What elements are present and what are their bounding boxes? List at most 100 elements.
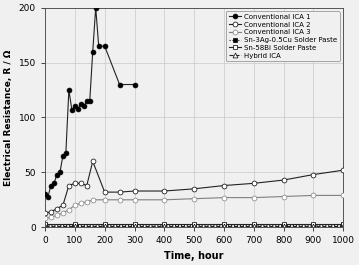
Conventional ICA 2 [103,191,107,194]
Conventional ICA 3 [162,198,167,201]
Conventional ICA 3 [222,196,226,199]
Conventional ICA 3 [49,216,53,219]
Conventional ICA 3 [103,198,107,201]
Conventional ICA 1 [90,50,95,53]
Conventional ICA 1 [70,108,74,111]
Sn-3Ag-0.5Cu Solder Paste [43,223,47,227]
Conventional ICA 2 [61,204,65,207]
Conventional ICA 1 [52,182,56,185]
Sn-3Ag-0.5Cu Solder Paste [132,223,137,227]
Conventional ICA 2 [162,189,167,193]
Conventional ICA 2 [222,184,226,187]
Sn-3Ag-0.5Cu Solder Paste [252,223,256,227]
Hybrid ICA [132,224,137,228]
Conventional ICA 2 [252,182,256,185]
Sn-58Bi Solder Paste [311,222,316,226]
Sn-3Ag-0.5Cu Solder Paste [341,223,345,227]
Conventional ICA 3 [67,208,71,211]
Conventional ICA 1 [94,6,98,9]
Conventional ICA 1 [73,105,77,108]
Conventional ICA 2 [132,189,137,193]
Sn-58Bi Solder Paste [103,222,107,226]
Sn-58Bi Solder Paste [132,222,137,226]
Conventional ICA 2 [281,178,286,182]
Line: Hybrid ICA: Hybrid ICA [43,224,346,229]
Conventional ICA 1 [79,103,83,106]
Sn-58Bi Solder Paste [341,222,345,226]
Sn-58Bi Solder Paste [252,222,256,226]
Hybrid ICA [162,224,167,228]
Conventional ICA 3 [73,204,77,207]
Conventional ICA 1 [76,107,80,110]
Sn-58Bi Solder Paste [222,222,226,226]
Conventional ICA 2 [73,182,77,185]
Sn-3Ag-0.5Cu Solder Paste [162,223,167,227]
Conventional ICA 3 [341,194,345,197]
Hybrid ICA [281,224,286,228]
Hybrid ICA [103,224,107,228]
Conventional ICA 1 [97,45,101,48]
Conventional ICA 3 [281,195,286,198]
Conventional ICA 1 [49,184,53,187]
Conventional ICA 2 [49,210,53,214]
Hybrid ICA [222,224,226,228]
Conventional ICA 3 [311,194,316,197]
Line: Conventional ICA 2: Conventional ICA 2 [43,159,346,215]
Conventional ICA 1 [61,154,65,157]
Hybrid ICA [73,224,77,228]
Conventional ICA 3 [90,198,95,201]
Hybrid ICA [192,224,196,228]
Sn-3Ag-0.5Cu Solder Paste [192,223,196,227]
Conventional ICA 3 [117,198,122,201]
Y-axis label: Electrical Resistance, R / Ω: Electrical Resistance, R / Ω [4,49,13,186]
Conventional ICA 2 [67,184,71,187]
Conventional ICA 2 [85,184,89,187]
Sn-58Bi Solder Paste [192,222,196,226]
Conventional ICA 3 [85,200,89,204]
Line: Sn-58Bi Solder Paste: Sn-58Bi Solder Paste [43,222,346,226]
Hybrid ICA [311,224,316,228]
Line: Conventional ICA 3: Conventional ICA 3 [43,193,346,221]
Conventional ICA 1 [55,173,59,176]
Conventional ICA 2 [43,211,47,215]
Conventional ICA 1 [117,83,122,86]
Sn-3Ag-0.5Cu Solder Paste [281,223,286,227]
Sn-3Ag-0.5Cu Solder Paste [73,223,77,227]
Conventional ICA 3 [55,214,59,217]
Sn-58Bi Solder Paste [281,222,286,226]
Line: Sn-3Ag-0.5Cu Solder Paste: Sn-3Ag-0.5Cu Solder Paste [43,223,346,227]
Conventional ICA 1 [67,89,71,92]
Conventional ICA 1 [46,195,50,198]
Line: Conventional ICA 1: Conventional ICA 1 [43,5,137,199]
Legend: Conventional ICA 1, Conventional ICA 2, Conventional ICA 3, Sn-3Ag-0.5Cu Solder : Conventional ICA 1, Conventional ICA 2, … [226,11,340,61]
Conventional ICA 1 [88,99,92,103]
Conventional ICA 3 [252,196,256,199]
Conventional ICA 1 [58,171,62,174]
Conventional ICA 2 [311,173,316,176]
Sn-3Ag-0.5Cu Solder Paste [222,223,226,227]
Hybrid ICA [252,224,256,228]
Conventional ICA 3 [79,201,83,205]
Conventional ICA 2 [117,191,122,194]
Conventional ICA 1 [132,83,137,86]
Conventional ICA 2 [79,182,83,185]
Conventional ICA 1 [43,193,47,196]
Conventional ICA 2 [55,207,59,210]
Conventional ICA 3 [61,211,65,215]
X-axis label: Time, hour: Time, hour [164,251,224,261]
Conventional ICA 3 [192,197,196,200]
Conventional ICA 1 [85,99,89,103]
Conventional ICA 2 [341,169,345,172]
Conventional ICA 2 [192,187,196,191]
Conventional ICA 1 [64,151,68,154]
Sn-58Bi Solder Paste [73,222,77,226]
Sn-3Ag-0.5Cu Solder Paste [103,223,107,227]
Conventional ICA 2 [90,160,95,163]
Conventional ICA 3 [43,217,47,220]
Conventional ICA 1 [103,45,107,48]
Conventional ICA 3 [132,198,137,201]
Sn-58Bi Solder Paste [43,222,47,226]
Conventional ICA 1 [81,105,86,108]
Hybrid ICA [341,224,345,228]
Sn-3Ag-0.5Cu Solder Paste [311,223,316,227]
